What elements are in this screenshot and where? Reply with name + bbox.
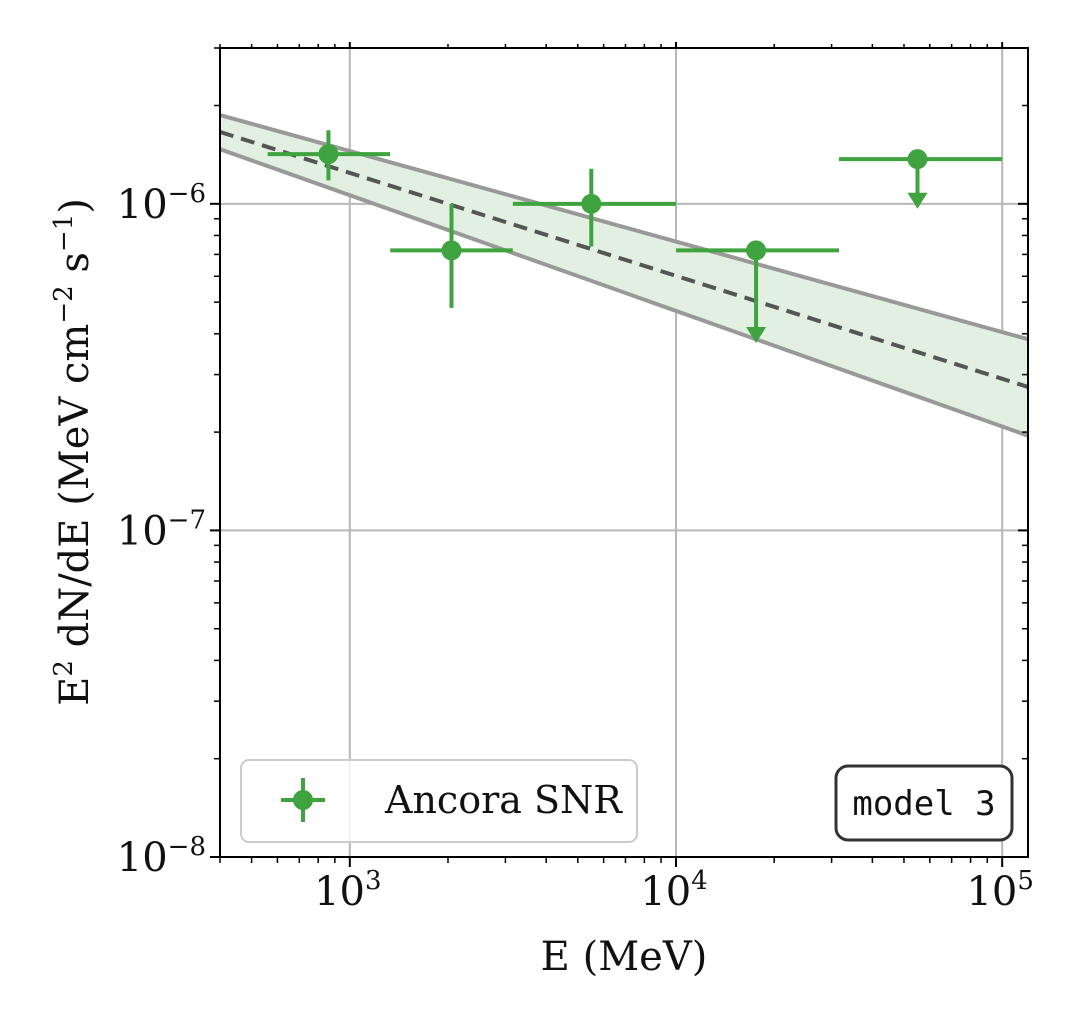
- legend-marker-dot: [293, 790, 313, 810]
- x-tick-label: 105: [966, 866, 1033, 915]
- data-point: [838, 149, 1003, 209]
- x-tick-label: 103: [314, 866, 381, 915]
- model-annotation-text: model 3: [852, 784, 995, 824]
- y-title-tail: s: [52, 252, 98, 285]
- legend-label: Ancora SNR: [384, 778, 623, 822]
- y-title-prefix: E: [52, 677, 98, 706]
- data-point: [390, 203, 513, 308]
- plot-frame: [219, 47, 1029, 858]
- data-point: [512, 168, 676, 247]
- y-title-mid-sup: −2: [49, 285, 79, 323]
- tick-labels: 103 104 105 10−8 10−7 10−6: [117, 179, 1034, 915]
- band-lower-edge: [219, 147, 1029, 438]
- x-axis-title: E (MeV): [541, 934, 708, 980]
- y-title-end: ): [52, 198, 98, 214]
- legend-box: [240, 759, 638, 843]
- y-axis-title: E2 dN/dE (MeV cm−2 s−1): [49, 198, 98, 706]
- y-title-mid: dN/dE (MeV cm: [52, 324, 98, 660]
- model-annotation: model 3: [834, 764, 1014, 842]
- data-marker: [746, 240, 767, 261]
- y-tick-label: 10−8: [117, 832, 206, 881]
- best-fit-line: [219, 130, 1029, 389]
- model-line: [219, 130, 1029, 389]
- data-marker: [581, 193, 602, 214]
- data-points: [267, 130, 1003, 344]
- data-point: [675, 240, 839, 344]
- x-tick-label: 104: [640, 866, 707, 915]
- upper-limit-arrow: [907, 192, 928, 209]
- model-annotation-box: [834, 764, 1014, 842]
- y-tick-label: 10−7: [117, 505, 206, 554]
- y-tick-label: 10−6: [117, 179, 206, 228]
- data-marker: [907, 149, 928, 170]
- y-title-tail-sup: −1: [49, 214, 79, 252]
- legend: Ancora SNR: [240, 759, 638, 843]
- axis-ticks: [210, 42, 1028, 867]
- data-point: [267, 130, 391, 181]
- y-title-prefix-sup: 2: [49, 660, 79, 677]
- data-marker: [441, 240, 462, 261]
- data-marker: [318, 144, 339, 165]
- upper-limit-arrow: [746, 327, 767, 344]
